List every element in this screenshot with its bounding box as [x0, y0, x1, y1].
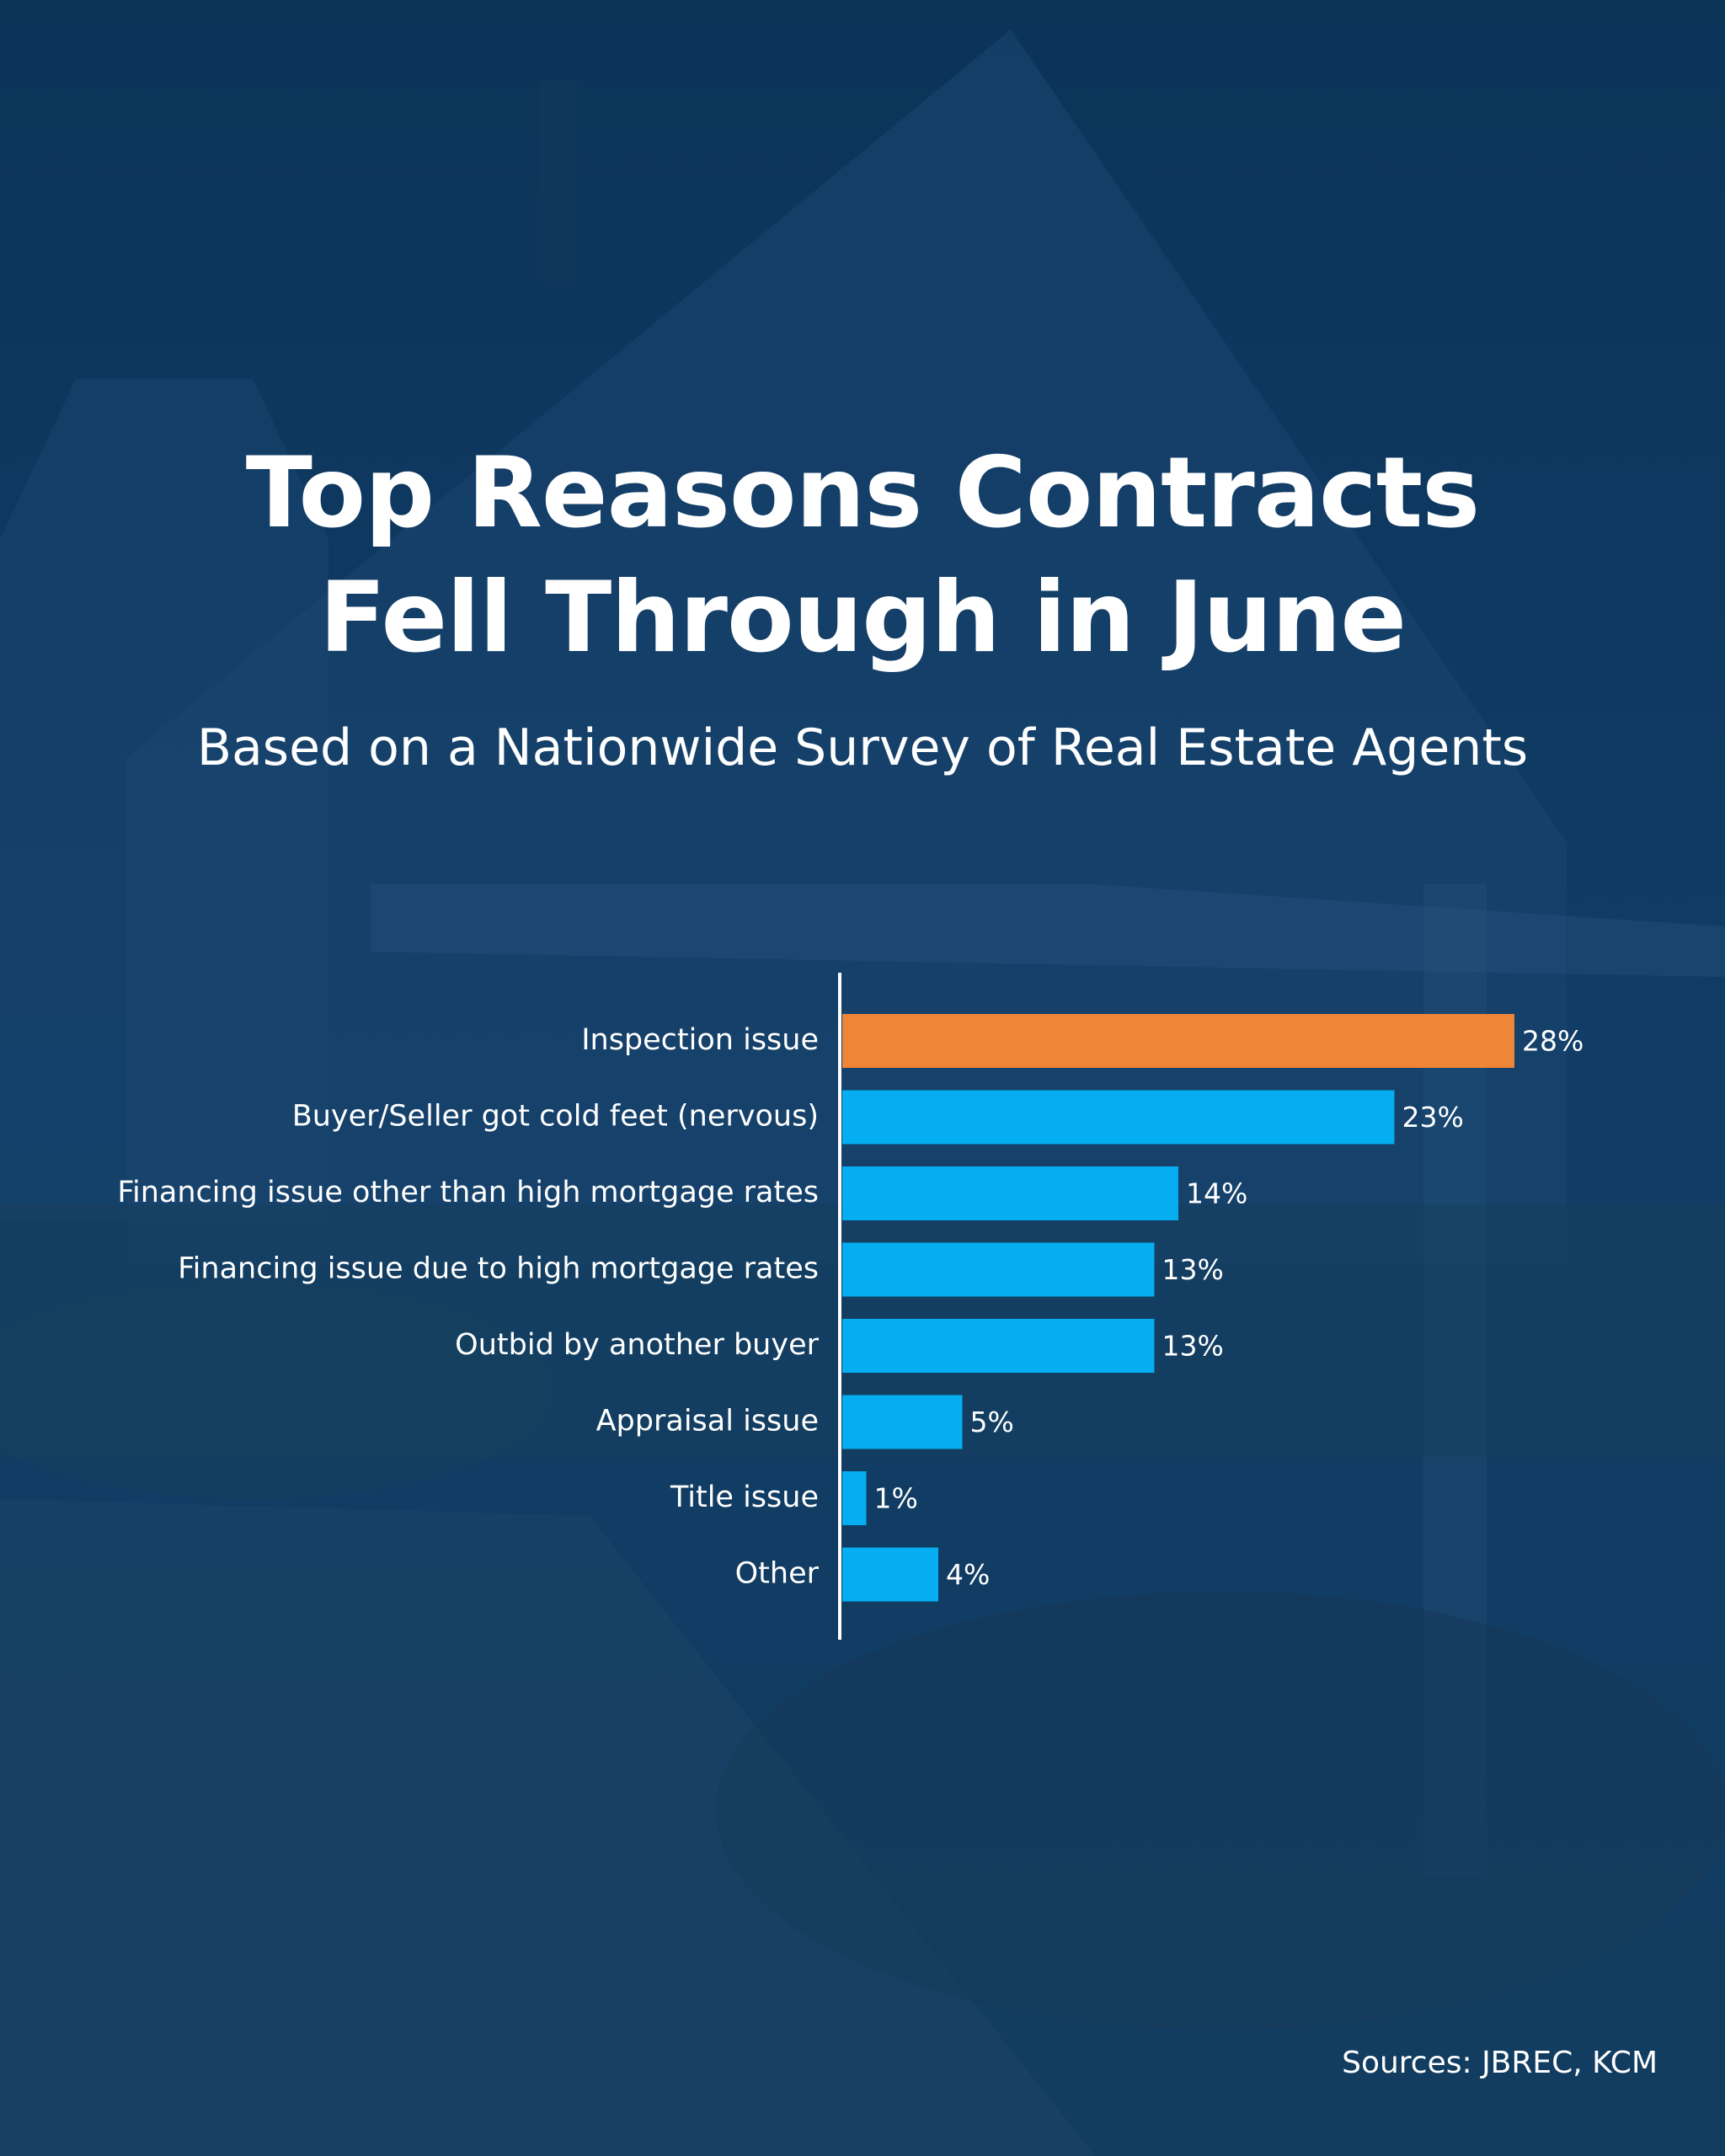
value-label-2: 23%	[1402, 1101, 1464, 1134]
value-label-7: 1%	[874, 1482, 918, 1515]
category-label-8: Other	[735, 1557, 820, 1591]
category-label-2: Buyer/Seller got cold feet (nervous)	[292, 1100, 819, 1134]
category-label-4: Financing issue due to high mortgage rat…	[178, 1252, 819, 1286]
value-label-6: 5%	[970, 1406, 1014, 1438]
category-label-1: Inspection issue	[581, 1023, 819, 1057]
bar-3	[842, 1166, 1178, 1220]
value-label-8: 4%	[946, 1558, 990, 1591]
bar-6	[842, 1395, 963, 1449]
bar-8	[842, 1547, 938, 1602]
category-label-5: Outbid by another buyer	[455, 1328, 819, 1362]
category-label-7: Title issue	[670, 1481, 819, 1514]
category-label-3: Financing issue other than high mortgage…	[117, 1176, 819, 1209]
bar-1	[842, 1014, 1514, 1068]
value-label-4: 13%	[1162, 1253, 1224, 1286]
value-label-1: 28%	[1522, 1025, 1583, 1058]
sources-note: Sources: JBREC, KCM	[1342, 2046, 1658, 2080]
title-line-1: Top Reasons Contracts	[245, 436, 1480, 550]
title-line-2: Fell Through in June	[318, 561, 1407, 675]
subtitle: Based on a Nationwide Survey of Real Est…	[196, 718, 1529, 777]
bar-7	[842, 1471, 867, 1525]
bar-2	[842, 1090, 1395, 1145]
bar-5	[842, 1319, 1155, 1373]
value-label-3: 14%	[1186, 1177, 1247, 1210]
value-label-5: 13%	[1162, 1330, 1224, 1363]
bar-4	[842, 1242, 1155, 1297]
category-label-6: Appraisal issue	[596, 1405, 819, 1438]
